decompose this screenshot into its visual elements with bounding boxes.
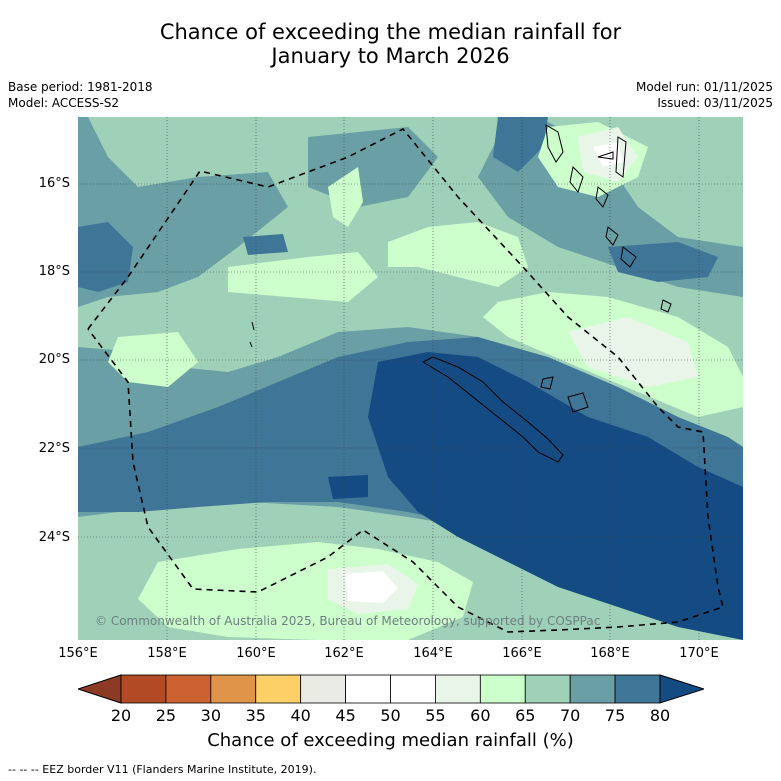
lat-label-22s: 22°S — [38, 441, 70, 456]
zone-55-60-east — [568, 317, 698, 387]
issued-date: Issued: 03/11/2025 — [657, 96, 773, 110]
colorbar-cell — [210, 674, 257, 704]
colorbar-tick-label: 65 — [515, 706, 536, 725]
zone-60-65-north-mid — [328, 167, 363, 227]
zone-60-65-west — [108, 332, 198, 387]
colorbar-cell — [255, 674, 302, 704]
zone-50-55-south-2 — [345, 571, 398, 603]
colorbar-tick-label: 45 — [335, 706, 356, 725]
lat-label-16s: 16°S — [38, 176, 70, 191]
lon-label-158e: 158°E — [147, 646, 187, 661]
new-caledonia-coastline — [421, 356, 564, 463]
colorbar-cell — [345, 674, 391, 704]
colorbar-cell — [390, 674, 436, 704]
colorbar-extend-low — [78, 674, 122, 704]
vanuatu-small-island — [597, 151, 614, 160]
zone-75-80-west — [78, 222, 133, 292]
lon-label-168e: 168°E — [590, 646, 630, 661]
lon-label-160e: 160°E — [236, 646, 276, 661]
copyright-notice: © Commonwealth of Australia 2025, Bureau… — [95, 614, 601, 628]
colorbar-tick-label: 20 — [110, 706, 132, 725]
map-title-line1: Chance of exceeding the median rainfall … — [159, 20, 622, 44]
colorbar-tick-label: 30 — [200, 706, 221, 725]
zone-75-80-ne — [493, 117, 548, 172]
colorbar-tick-label: 60 — [470, 706, 491, 725]
colorbar-cell — [614, 674, 661, 704]
lon-label-170e: 170°E — [679, 646, 719, 661]
zone-75-80-small — [243, 234, 288, 255]
model-name: Model: ACCESS-S2 — [8, 96, 120, 110]
lat-label-20s: 20°S — [38, 352, 70, 367]
colorbar-cell — [524, 674, 571, 704]
colorbar-tick-label: 25 — [155, 706, 177, 725]
lat-label-18s: 18°S — [38, 264, 70, 279]
colorbar-tick-label: 80 — [649, 706, 671, 725]
colorbar-cell — [300, 674, 346, 704]
colorbar-tick-label: 70 — [559, 706, 581, 725]
colorbar-tick-label: 75 — [604, 706, 626, 725]
colorbar — [78, 674, 704, 704]
zone-80-plus-small — [328, 475, 368, 499]
lon-label-164e: 164°E — [413, 646, 453, 661]
colorbar-extend-high — [659, 674, 704, 704]
lon-label-162e: 162°E — [324, 646, 364, 661]
vanuatu-islands — [545, 124, 672, 313]
colorbar-tick-label: 35 — [245, 706, 266, 725]
zone-50-55-white-ne — [593, 142, 623, 167]
zone-60-65-central — [388, 222, 528, 287]
colorbar-cell — [569, 674, 616, 704]
zone-60-65-north-west — [228, 252, 378, 302]
lon-label-166e: 166°E — [502, 646, 542, 661]
loyalty-islands — [540, 376, 589, 413]
colorbar-cell — [479, 674, 526, 704]
rainfall-map — [78, 117, 743, 640]
eez-footnote: -- -- -- EEZ border V11 (Flanders Marine… — [8, 763, 317, 776]
chesterfield-islands — [249, 321, 255, 348]
graticule — [78, 117, 743, 640]
map-title-line2: January to March 2026 — [271, 44, 510, 68]
base-period: Base period: 1981-2018 — [8, 80, 153, 94]
eez-border — [87, 127, 724, 633]
map-canvas — [78, 117, 743, 640]
colorbar-tick-label: 40 — [290, 706, 311, 725]
colorbar-tick-label: 55 — [425, 706, 446, 725]
colorbar-cell — [435, 674, 481, 704]
lon-label-156e: 156°E — [58, 646, 98, 661]
zone-80-plus-core — [368, 352, 743, 640]
colorbar-cell — [165, 674, 212, 704]
colorbar-tick-label: 50 — [380, 706, 401, 725]
model-run: Model run: 01/11/2025 — [635, 80, 773, 94]
lat-label-24s: 24°S — [38, 530, 70, 545]
colorbar-cell — [120, 674, 167, 704]
colorbar-label: Chance of exceeding median rainfall (%) — [207, 730, 574, 751]
